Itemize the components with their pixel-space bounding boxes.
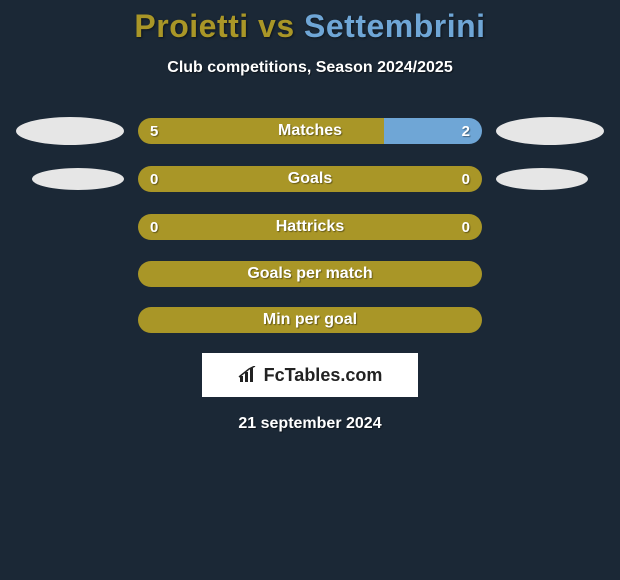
- content-root: Proietti vs Settembrini Club competition…: [0, 0, 620, 433]
- comparison-rows: 52Matches 00Goals 00Hattricks: [0, 117, 620, 241]
- single-stat-bar: Goals per match: [138, 261, 482, 287]
- player1-marker: [16, 117, 124, 145]
- comparison-row: 00Goals: [0, 165, 620, 193]
- logo-text: FcTables.com: [264, 365, 383, 386]
- bar-left-segment: [138, 118, 384, 144]
- bar-right-segment: [384, 118, 482, 144]
- comparison-row: 00Hattricks: [0, 213, 620, 241]
- stat-bar: 00Hattricks: [138, 214, 482, 240]
- stat-bar: 00Goals: [138, 166, 482, 192]
- page-title: Proietti vs Settembrini: [0, 8, 620, 45]
- title-vs: vs: [249, 8, 304, 44]
- bar-left-segment: [138, 214, 482, 240]
- single-bar-rows: Goals per match Min per goal: [0, 261, 620, 333]
- player1-marker: [32, 168, 124, 190]
- logo-box: FcTables.com: [202, 353, 418, 397]
- subtitle: Club competitions, Season 2024/2025: [0, 59, 620, 77]
- stat-bar: 52Matches: [138, 118, 482, 144]
- date-text: 21 september 2024: [0, 415, 620, 433]
- title-player2: Settembrini: [304, 8, 486, 44]
- title-player1: Proietti: [134, 8, 248, 44]
- player2-marker: [496, 168, 588, 190]
- chart-icon: [238, 366, 260, 384]
- single-stat-bar: Min per goal: [138, 307, 482, 333]
- logo: FcTables.com: [238, 365, 383, 386]
- bar-left-segment: [138, 166, 482, 192]
- player2-marker: [496, 117, 604, 145]
- comparison-row: 52Matches: [0, 117, 620, 145]
